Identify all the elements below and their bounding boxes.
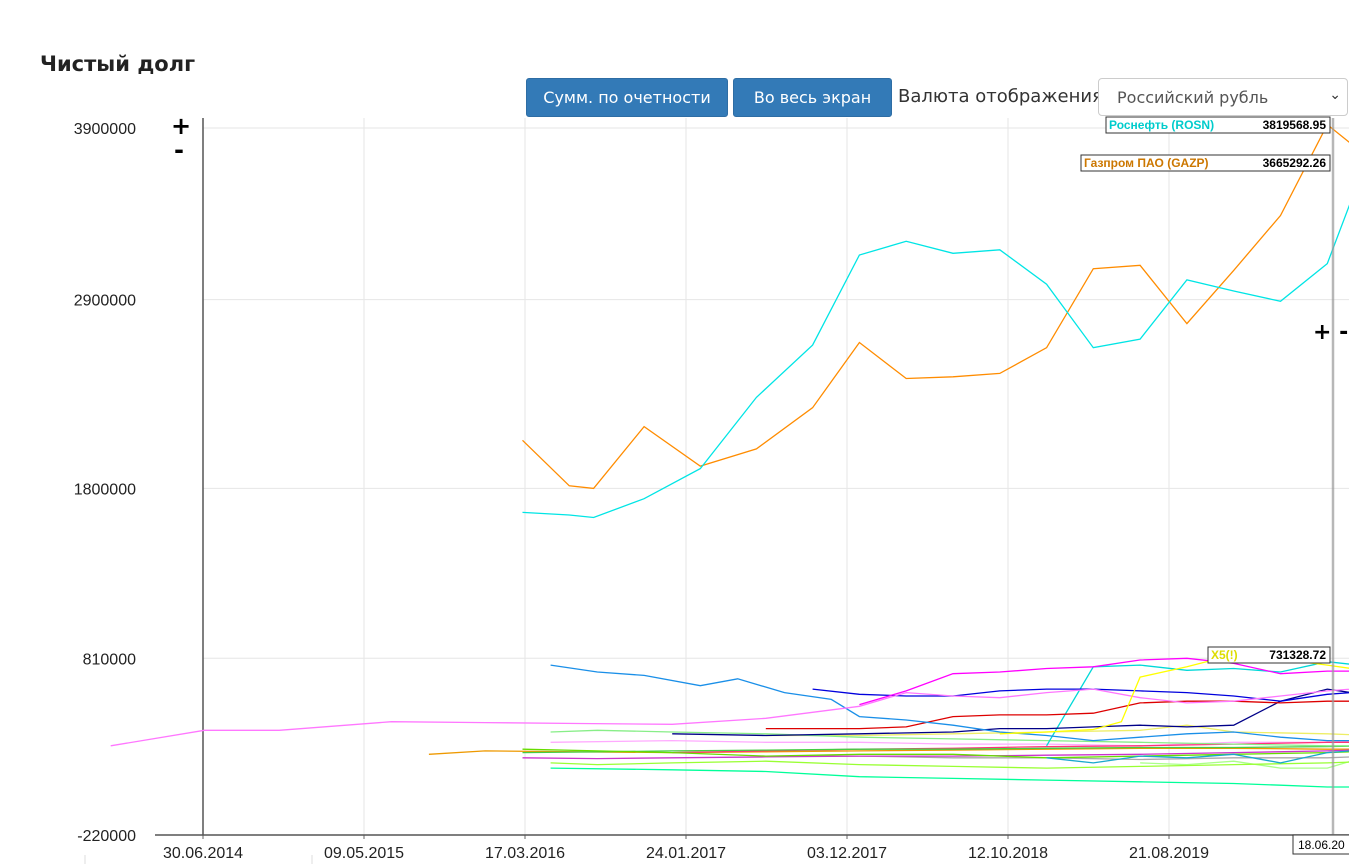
series-line <box>550 739 1349 747</box>
series-line <box>522 745 1349 754</box>
value-label-box <box>1080 154 1331 172</box>
currency-select[interactable]: Российский рубль ⌄ <box>1098 78 1348 116</box>
x-tick-label: 12.10.2018 <box>968 845 1048 862</box>
page-title: Чистый долг <box>40 52 196 76</box>
series-line <box>765 700 1349 730</box>
chevron-down-icon: ⌄ <box>1329 87 1341 103</box>
series-line <box>550 767 1349 788</box>
sum-by-report-button[interactable]: Сумм. по очетности <box>526 78 728 117</box>
cursor-date-box <box>1292 834 1349 855</box>
cursor-date-label: 18.06.20 <box>1298 838 1345 852</box>
x-tick-label: 09.05.2015 <box>324 845 404 862</box>
cursor-layer: 18.06.20 <box>1292 118 1349 855</box>
fullscreen-button[interactable]: Во весь экран <box>733 78 892 117</box>
series-line <box>522 749 1349 760</box>
series-line <box>859 657 1349 706</box>
chart-grid <box>203 118 1349 836</box>
series-line <box>1046 750 1349 764</box>
series-line <box>522 204 1349 519</box>
y-axis: 3900000 2900000 1800000 810000 -220000 <box>74 118 204 845</box>
series-name-label: Роснефть (ROSN) <box>1109 118 1214 132</box>
zoom-out-button[interactable]: - <box>174 136 184 164</box>
value-label-box <box>1105 116 1331 134</box>
series-layer <box>110 123 1349 788</box>
series-line <box>765 724 1349 737</box>
currency-select-value: Российский рубль <box>1117 88 1269 107</box>
x-tick-label: 24.01.2017 <box>646 845 726 862</box>
y-tick-label: -220000 <box>77 828 136 845</box>
y-tick-label: 1800000 <box>74 481 136 498</box>
series-value-label: 3819568.95 <box>1263 118 1327 132</box>
series-value-label: 3665292.26 <box>1263 156 1327 170</box>
value-label-box <box>1207 646 1331 664</box>
x-tick-label: 21.08.2019 <box>1129 845 1209 862</box>
value-labels: Роснефть (ROSN) 3819568.95 Газпром ПАО (GA… <box>1080 116 1331 664</box>
series-value-label: 731328.72 <box>1269 648 1326 662</box>
series-name-label: X5(!) <box>1211 648 1238 662</box>
series-line <box>110 688 1349 747</box>
y-tick-label: 3900000 <box>74 121 136 138</box>
currency-label: Валюта отображения <box>898 86 1103 107</box>
zoom-in-button[interactable]: + <box>171 112 192 140</box>
x-tick-label: 03.12.2017 <box>807 845 887 862</box>
series-line <box>550 664 1349 742</box>
y-tick-label: 2900000 <box>74 293 136 310</box>
x-tick-label: 17.03.2016 <box>485 845 565 862</box>
x-tick-label: 30.06.2014 <box>163 845 243 862</box>
series-line <box>522 748 1349 759</box>
x-zoom-buttons[interactable]: + - <box>1313 320 1349 345</box>
series-line <box>550 729 1349 747</box>
y-tick-label: 810000 <box>83 651 136 668</box>
x-axis: 30.06.2014 09.05.2015 17.03.2016 24.01.2017… <box>84 834 1349 864</box>
series-name-label: Газпром ПАО (GAZP) <box>1084 156 1209 170</box>
series-line <box>550 760 1349 769</box>
series-line <box>522 123 1349 490</box>
